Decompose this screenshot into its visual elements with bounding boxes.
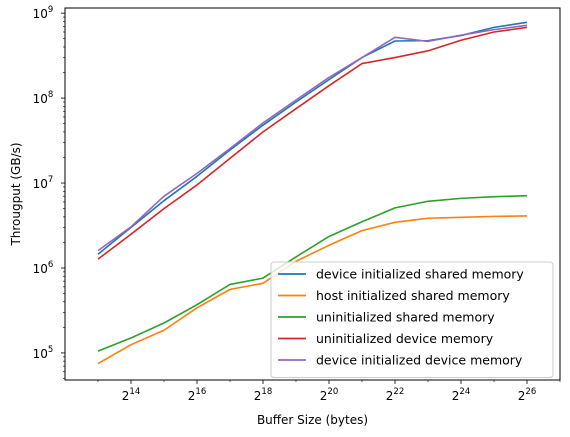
x-tick-label: 218	[254, 387, 272, 403]
series-line-4	[97, 26, 528, 260]
y-tick-label: 109	[33, 5, 54, 21]
y-axis-label: Througput (GB/s)	[9, 142, 23, 246]
legend-label-1: device initialized shared memory	[316, 267, 524, 282]
x-tick-label: 216	[188, 387, 206, 403]
x-axis: 214 216 218 220 222 224 226	[97, 380, 561, 403]
x-tick-label: 224	[452, 387, 470, 403]
x-tick-label: 226	[518, 387, 536, 403]
y-tick-label: 107	[33, 175, 54, 191]
series-line-2	[97, 215, 528, 365]
legend-box	[270, 261, 554, 378]
x-tick-label: 214	[122, 387, 140, 403]
series-line-5	[97, 24, 528, 252]
x-tick-label: 220	[320, 387, 338, 403]
plot-frame	[64, 7, 561, 381]
legend: device initialized shared memory host ini…	[270, 261, 554, 378]
legend-label-3: uninitialized shared memory	[316, 310, 495, 325]
y-tick-label: 106	[33, 260, 54, 276]
y-axis: 105 106 107 108 109	[33, 5, 65, 379]
legend-label-5: device initialized device memory	[316, 353, 523, 368]
x-axis-label: Buffer Size (bytes)	[257, 413, 368, 427]
series-layer	[97, 21, 528, 365]
legend-label-4: uninitialized device memory	[316, 331, 494, 346]
legend-label-2: host initialized shared memory	[316, 288, 510, 303]
series-line-3	[97, 194, 528, 352]
x-tick-label: 222	[386, 387, 404, 403]
y-tick-label: 108	[33, 90, 54, 106]
y-tick-label: 105	[33, 345, 54, 361]
